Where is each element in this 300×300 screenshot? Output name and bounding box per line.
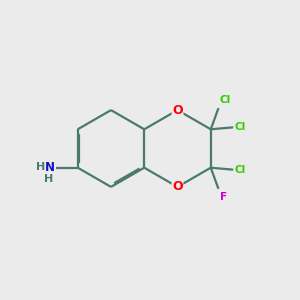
Text: N: N [45,160,55,174]
Text: H: H [44,173,53,184]
Text: Cl: Cl [235,165,246,175]
Text: F: F [220,192,227,202]
Text: H: H [36,162,45,172]
Text: Cl: Cl [220,94,231,105]
Text: O: O [172,103,183,117]
Text: O: O [172,180,183,194]
Text: Cl: Cl [235,122,246,132]
